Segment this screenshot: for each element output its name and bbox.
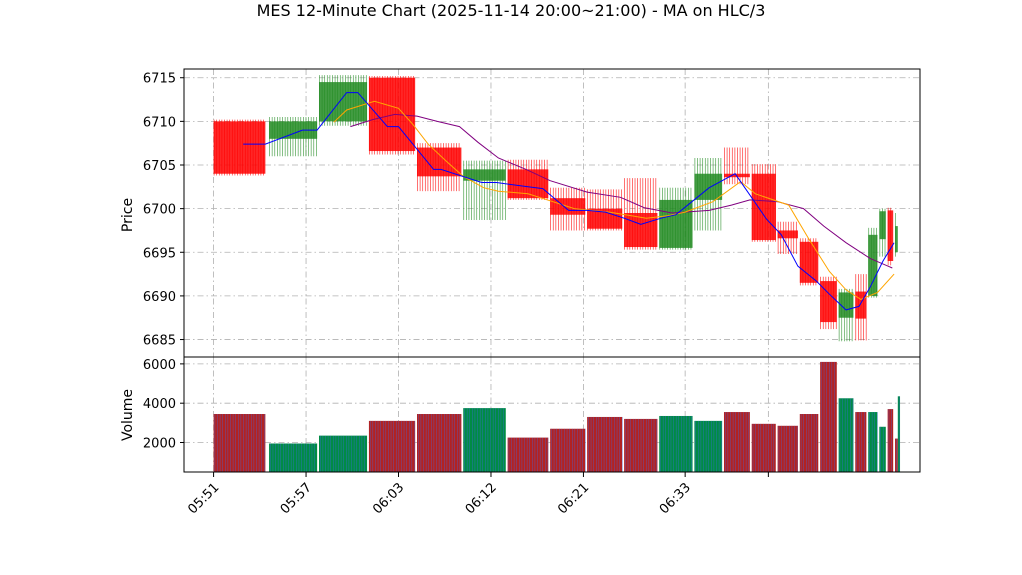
ma-slow-line (350, 113, 893, 269)
x-tick-label: 06:03 (370, 480, 407, 517)
candle-body (624, 213, 658, 248)
candle-4 (417, 143, 462, 192)
candle-13 (751, 164, 776, 242)
volume-bar-fill (723, 412, 750, 472)
candle-body (417, 147, 462, 177)
candle-21 (887, 207, 894, 266)
candle-19 (868, 227, 878, 298)
x-tick-label: 06:21 (555, 480, 592, 517)
volume-bar-1 (269, 443, 318, 472)
price-ytick-label: 6705 (143, 159, 176, 174)
volume-bar-2 (318, 435, 368, 472)
volume-bar-7 (550, 428, 586, 472)
candle-body (659, 199, 693, 248)
price-ytick-label: 6715 (143, 72, 176, 87)
x-tick-label: 05:57 (278, 480, 315, 517)
price-axis-label: Price (120, 198, 136, 232)
volume-bar-fill (838, 398, 854, 472)
volume-bar-fill (624, 418, 658, 472)
candle-body (213, 121, 266, 174)
volume-bar-fill (751, 423, 776, 472)
volume-bar-4 (417, 414, 462, 472)
candle-16 (820, 276, 837, 330)
price-ytick-label: 6690 (143, 290, 176, 305)
volume-bar-20 (879, 426, 886, 472)
candle-5 (463, 160, 506, 220)
candle-10 (659, 187, 693, 250)
volume-bar-fill (368, 420, 416, 472)
volume-bar-9 (624, 418, 658, 472)
price-panel: 6685 6690 6695 6700 6705 6710 6715 (143, 68, 921, 358)
volume-bar-fill (507, 437, 549, 472)
volume-bar-16 (820, 361, 837, 472)
candle-22 (895, 213, 898, 257)
volume-bar-fill (879, 426, 886, 472)
candle-15 (799, 238, 819, 286)
volume-bar-5 (463, 408, 506, 472)
volume-bar-fill (868, 412, 878, 472)
volume-bar-fill (659, 415, 693, 472)
volume-bar-fill (213, 414, 266, 472)
volume-bar-fill (463, 408, 506, 472)
volume-bar-13 (751, 423, 776, 472)
volume-bar-fill (820, 361, 837, 472)
volume-ytick-label: 2000 (143, 437, 176, 452)
candle-0 (213, 119, 266, 176)
volume-bar-22 (895, 438, 898, 472)
x-tick-label: 06:12 (463, 480, 500, 517)
volume-bar-11 (694, 420, 723, 472)
candle-9 (624, 178, 658, 250)
candle-body (868, 234, 878, 296)
ma-fast-line (243, 92, 895, 311)
volume-bar-14 (777, 425, 798, 472)
candle-20 (879, 208, 886, 257)
candle-18 (855, 274, 867, 341)
candle-1 (269, 117, 318, 157)
volume-bar-23 (897, 396, 901, 472)
volume-bar-fill (269, 443, 318, 472)
volume-bar-10 (659, 415, 693, 472)
volume-bar-fill (550, 428, 586, 472)
volume-axis-label: Volume (120, 389, 136, 441)
x-tick-label: 05:51 (185, 480, 222, 517)
ma-mid-line (333, 100, 895, 300)
volume-bar-fill (777, 425, 798, 472)
volume-ytick-label: 4000 (143, 397, 176, 412)
candle-body (751, 173, 776, 241)
volume-panel: 2000 4000 6000 05:51 05:57 06:03 06:12 06:21 06:… (143, 356, 921, 517)
volume-bar-fill (318, 435, 368, 472)
volume-ytick-label: 6000 (143, 358, 176, 373)
price-ytick-label: 6685 (143, 334, 176, 349)
chart-title: MES 12-Minute Chart (2025-11-14 20:00~21… (257, 1, 766, 20)
candle-body (799, 241, 819, 283)
volume-bar-fill (887, 409, 894, 472)
volume-bar-18 (855, 412, 867, 472)
candle-body (895, 226, 898, 253)
candle-body (777, 230, 798, 239)
candle-17 (838, 288, 854, 342)
volume-axes-frame (183, 356, 921, 473)
price-ytick-label: 6695 (143, 246, 176, 261)
volume-bar-8 (587, 416, 623, 472)
volume-bar-6 (507, 437, 549, 472)
price-ytick-label: 6710 (143, 115, 176, 130)
volume-bar-17 (838, 398, 854, 472)
volume-bar-19 (868, 412, 878, 472)
volume-bar-12 (723, 412, 750, 472)
volume-bar-21 (887, 409, 894, 472)
volume-bar-0 (213, 414, 266, 472)
volume-bar-fill (694, 420, 723, 472)
x-tick-label: 06:33 (657, 480, 694, 517)
volume-bar-3 (368, 420, 416, 472)
candle-2 (318, 75, 368, 126)
candle-14 (777, 221, 798, 255)
candle-11 (694, 158, 723, 231)
candle-12 (723, 147, 750, 185)
volume-bar-15 (799, 414, 819, 472)
volume-bar-fill (855, 412, 867, 472)
price-ytick-label: 6700 (143, 203, 176, 218)
volume-bar-fill (587, 416, 623, 472)
